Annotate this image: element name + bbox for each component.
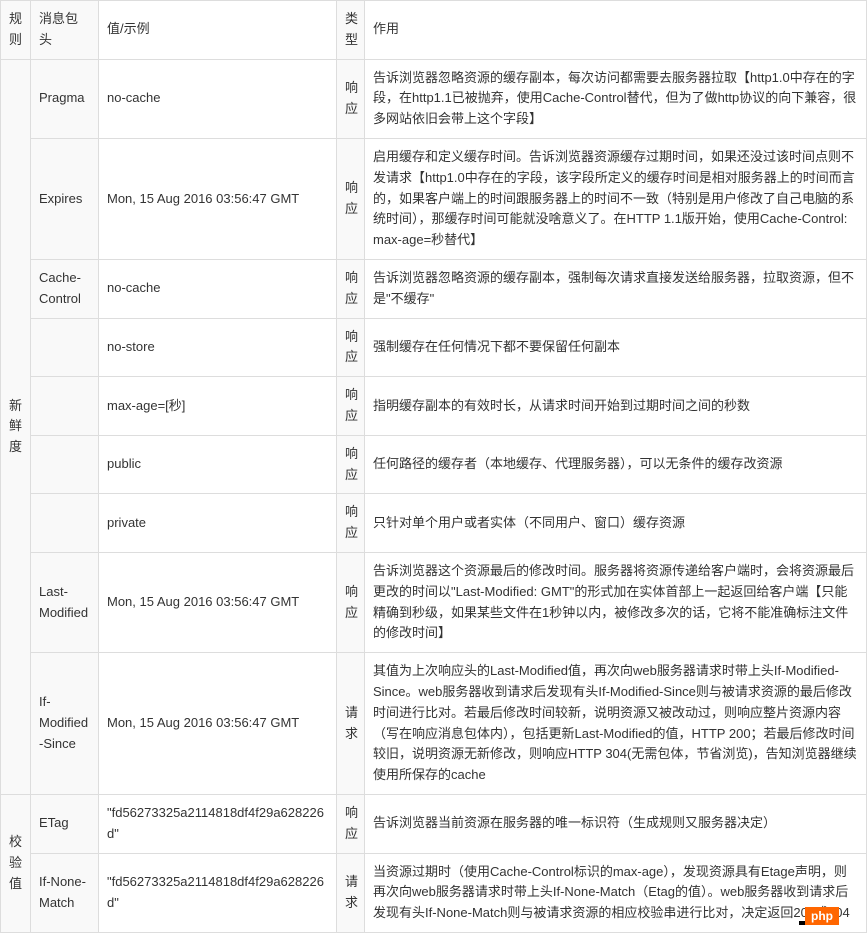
table-row: 新鲜度 Pragma no-cache 响应 告诉浏览器忽略资源的缓存副本，每次… (1, 59, 867, 138)
table-row: Cache-Control no-cache 响应 告诉浏览器忽略资源的缓存副本… (1, 259, 867, 318)
cell-value: no-cache (99, 59, 337, 138)
cell-desc: 强制缓存在任何情况下都不要保留任何副本 (365, 318, 867, 377)
table-row: Last-Modified Mon, 15 Aug 2016 03:56:47 … (1, 552, 867, 652)
cell-desc: 当资源过期时（使用Cache-Control标识的max-age），发现资源具有… (365, 853, 867, 932)
table-row: Expires Mon, 15 Aug 2016 03:56:47 GMT 响应… (1, 138, 867, 259)
table-row: If-Modified-Since Mon, 15 Aug 2016 03:56… (1, 653, 867, 795)
cell-value: Mon, 15 Aug 2016 03:56:47 GMT (99, 653, 337, 795)
table-row: no-store 响应 强制缓存在任何情况下都不要保留任何副本 (1, 318, 867, 377)
rule-group-validate: 校验值 (1, 794, 31, 932)
table-row: private 响应 只针对单个用户或者实体（不同用户、窗口）缓存资源 (1, 494, 867, 553)
header-rule: 规则 (1, 1, 31, 60)
watermark-php: php (805, 907, 839, 925)
cell-header (31, 494, 99, 553)
table-row: max-age=[秒] 响应 指明缓存副本的有效时长，从请求时间开始到过期时间之… (1, 377, 867, 436)
cell-type: 响应 (337, 138, 365, 259)
cell-type: 请求 (337, 653, 365, 795)
cell-value: public (99, 435, 337, 494)
table-row: If-None-Match "fd56273325a2114818df4f29a… (1, 853, 867, 932)
cell-desc: 只针对单个用户或者实体（不同用户、窗口）缓存资源 (365, 494, 867, 553)
header-type: 类型 (337, 1, 365, 60)
cell-type: 响应 (337, 377, 365, 436)
cell-value: no-cache (99, 259, 337, 318)
http-cache-headers-table: 规则 消息包头 值/示例 类型 作用 新鲜度 Pragma no-cache 响… (0, 0, 867, 933)
cell-desc: 任何路径的缓存者（本地缓存、代理服务器），可以无条件的缓存改资源 (365, 435, 867, 494)
rule-group-freshness: 新鲜度 (1, 59, 31, 794)
cell-desc: 告诉浏览器忽略资源的缓存副本，强制每次请求直接发送给服务器，拉取资源，但不是"不… (365, 259, 867, 318)
cell-header: ETag (31, 794, 99, 853)
cell-type: 响应 (337, 552, 365, 652)
cell-value: private (99, 494, 337, 553)
cell-value: max-age=[秒] (99, 377, 337, 436)
cell-value: "fd56273325a2114818df4f29a628226d" (99, 794, 337, 853)
cell-header: If-Modified-Since (31, 653, 99, 795)
cell-desc: 启用缓存和定义缓存时间。告诉浏览器资源缓存过期时间，如果还没过该时间点则不发请求… (365, 138, 867, 259)
cell-desc: 告诉浏览器当前资源在服务器的唯一标识符（生成规则又服务器决定） (365, 794, 867, 853)
cell-type: 响应 (337, 59, 365, 138)
cell-desc: 指明缓存副本的有效时长，从请求时间开始到过期时间之间的秒数 (365, 377, 867, 436)
cell-value: Mon, 15 Aug 2016 03:56:47 GMT (99, 552, 337, 652)
table-container: 规则 消息包头 值/示例 类型 作用 新鲜度 Pragma no-cache 响… (0, 0, 867, 933)
table-row: 校验值 ETag "fd56273325a2114818df4f29a62822… (1, 794, 867, 853)
header-message: 消息包头 (31, 1, 99, 60)
cell-desc: 告诉浏览器忽略资源的缓存副本，每次访问都需要去服务器拉取【http1.0中存在的… (365, 59, 867, 138)
cell-header (31, 435, 99, 494)
cell-type: 响应 (337, 494, 365, 553)
cell-value: "fd56273325a2114818df4f29a628226d" (99, 853, 337, 932)
cell-value: no-store (99, 318, 337, 377)
cell-header: If-None-Match (31, 853, 99, 932)
cell-header: Cache-Control (31, 259, 99, 318)
cell-header (31, 318, 99, 377)
cell-type: 响应 (337, 794, 365, 853)
cell-header: Last-Modified (31, 552, 99, 652)
table-header-row: 规则 消息包头 值/示例 类型 作用 (1, 1, 867, 60)
cell-type: 响应 (337, 318, 365, 377)
cell-type: 响应 (337, 435, 365, 494)
cell-header: Expires (31, 138, 99, 259)
cell-header: Pragma (31, 59, 99, 138)
table-row: public 响应 任何路径的缓存者（本地缓存、代理服务器），可以无条件的缓存改… (1, 435, 867, 494)
header-value: 值/示例 (99, 1, 337, 60)
cell-desc: 告诉浏览器这个资源最后的修改时间。服务器将资源传递给客户端时，会将资源最后更改的… (365, 552, 867, 652)
header-purpose: 作用 (365, 1, 867, 60)
cell-desc: 其值为上次响应头的Last-Modified值，再次向web服务器请求时带上头I… (365, 653, 867, 795)
cell-header (31, 377, 99, 436)
cell-value: Mon, 15 Aug 2016 03:56:47 GMT (99, 138, 337, 259)
cell-type: 请求 (337, 853, 365, 932)
cell-type: 响应 (337, 259, 365, 318)
